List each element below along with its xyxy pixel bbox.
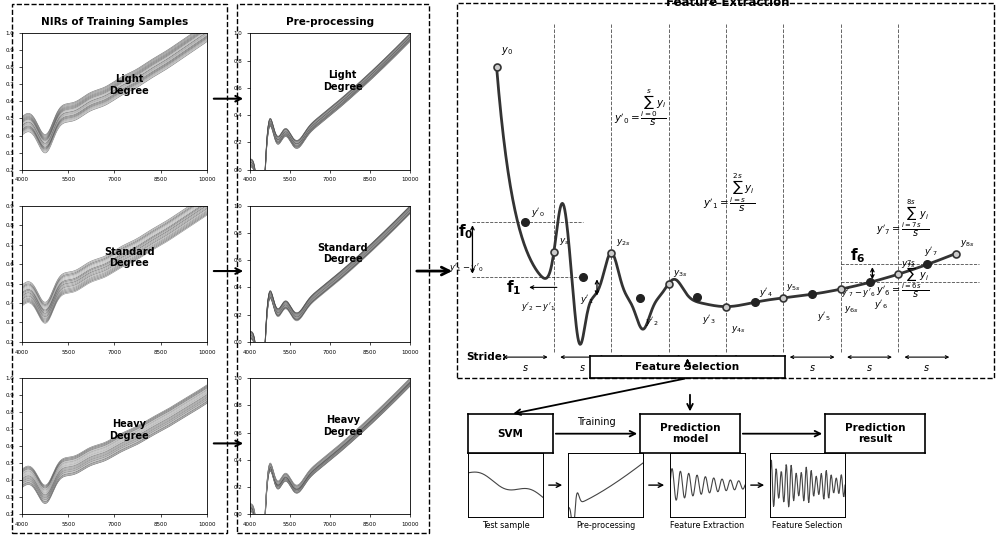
Text: $\mathbf{f_6}$: $\mathbf{f_6}$ — [850, 246, 866, 265]
Text: Prediction
model: Prediction model — [660, 423, 720, 444]
Text: Light
Degree: Light Degree — [323, 70, 363, 92]
Title: Feature Extraction: Feature Extraction — [666, 0, 789, 8]
Text: Standard
Degree: Standard Degree — [104, 247, 155, 269]
Text: Heavy
Degree: Heavy Degree — [323, 415, 363, 436]
Text: $s$: $s$ — [522, 364, 529, 374]
Text: $y'_6=\dfrac{\sum_{i=6s}^{7s}y_i}{s}$: $y'_6=\dfrac{\sum_{i=6s}^{7s}y_i}{s}$ — [876, 258, 930, 300]
Text: $y'_4$: $y'_4$ — [759, 286, 773, 299]
Text: $\mathbf{f_1}$: $\mathbf{f_1}$ — [506, 278, 521, 297]
Text: Training: Training — [577, 417, 616, 427]
Text: $y'_0$: $y'_0$ — [531, 206, 545, 219]
Text: $s$: $s$ — [751, 364, 758, 374]
Text: Stride:: Stride: — [467, 352, 507, 362]
Text: $y'_1-y'_0$: $y'_1-y'_0$ — [449, 261, 483, 274]
Text: $y'_1$: $y'_1$ — [580, 292, 593, 306]
Text: $y'_2$: $y'_2$ — [645, 315, 658, 327]
Text: Light
Degree: Light Degree — [109, 75, 149, 96]
Text: NIRs of Training Samples: NIRs of Training Samples — [41, 17, 188, 27]
Text: $y_{7s}$: $y_{7s}$ — [901, 259, 916, 270]
Text: $y_{2s}$: $y_{2s}$ — [616, 237, 631, 249]
Text: $y'_2-y'_1$: $y'_2-y'_1$ — [521, 300, 555, 313]
Text: $s$: $s$ — [579, 364, 586, 374]
Text: Pre-processing: Pre-processing — [286, 17, 374, 27]
Text: $y_{4s}$: $y_{4s}$ — [731, 324, 745, 335]
Text: $y_{6s}$: $y_{6s}$ — [844, 304, 858, 315]
Text: Feature Selection: Feature Selection — [772, 521, 843, 530]
Text: $y'_7-y'_6$: $y'_7-y'_6$ — [841, 286, 875, 299]
Text: Feature Selection: Feature Selection — [635, 362, 740, 372]
Text: Pre-processing: Pre-processing — [576, 521, 635, 530]
Text: $\mathbf{f_0}$: $\mathbf{f_0}$ — [458, 222, 474, 241]
Text: Test sample: Test sample — [482, 521, 529, 530]
Text: $s$: $s$ — [923, 364, 930, 374]
Text: Standard
Degree: Standard Degree — [317, 242, 368, 264]
Text: $y'_7=\dfrac{\sum_{i=7s}^{8s}y_i}{s}$: $y'_7=\dfrac{\sum_{i=7s}^{8s}y_i}{s}$ — [876, 197, 930, 239]
Text: SVM: SVM — [498, 429, 523, 439]
Text: $y_{5s}$: $y_{5s}$ — [786, 282, 801, 294]
Text: $y'_0=\dfrac{\sum_{i=0}^{s}y_i}{s}$: $y'_0=\dfrac{\sum_{i=0}^{s}y_i}{s}$ — [614, 87, 667, 127]
Text: $s$: $s$ — [694, 364, 701, 374]
Text: $y_{3s}$: $y_{3s}$ — [673, 268, 688, 279]
Text: $y'_7$: $y'_7$ — [924, 245, 938, 258]
Text: $y_{8s}$: $y_{8s}$ — [960, 238, 975, 249]
Text: Feature Extraction: Feature Extraction — [670, 521, 745, 530]
Text: $y_0$: $y_0$ — [501, 44, 513, 57]
Text: $s$: $s$ — [866, 364, 873, 374]
Text: Heavy
Degree: Heavy Degree — [109, 419, 149, 441]
Text: Prediction
result: Prediction result — [845, 423, 905, 444]
Text: $y_s$: $y_s$ — [559, 236, 569, 247]
Text: $s$: $s$ — [637, 364, 643, 374]
Text: $y'_5$: $y'_5$ — [817, 310, 830, 323]
Text: $y'_1=\dfrac{\sum_{i=s}^{2s}y_i}{s}$: $y'_1=\dfrac{\sum_{i=s}^{2s}y_i}{s}$ — [703, 172, 755, 214]
Text: $y'_3$: $y'_3$ — [702, 314, 715, 326]
Text: $s$: $s$ — [809, 364, 816, 374]
Text: $y'_6$: $y'_6$ — [874, 299, 888, 311]
